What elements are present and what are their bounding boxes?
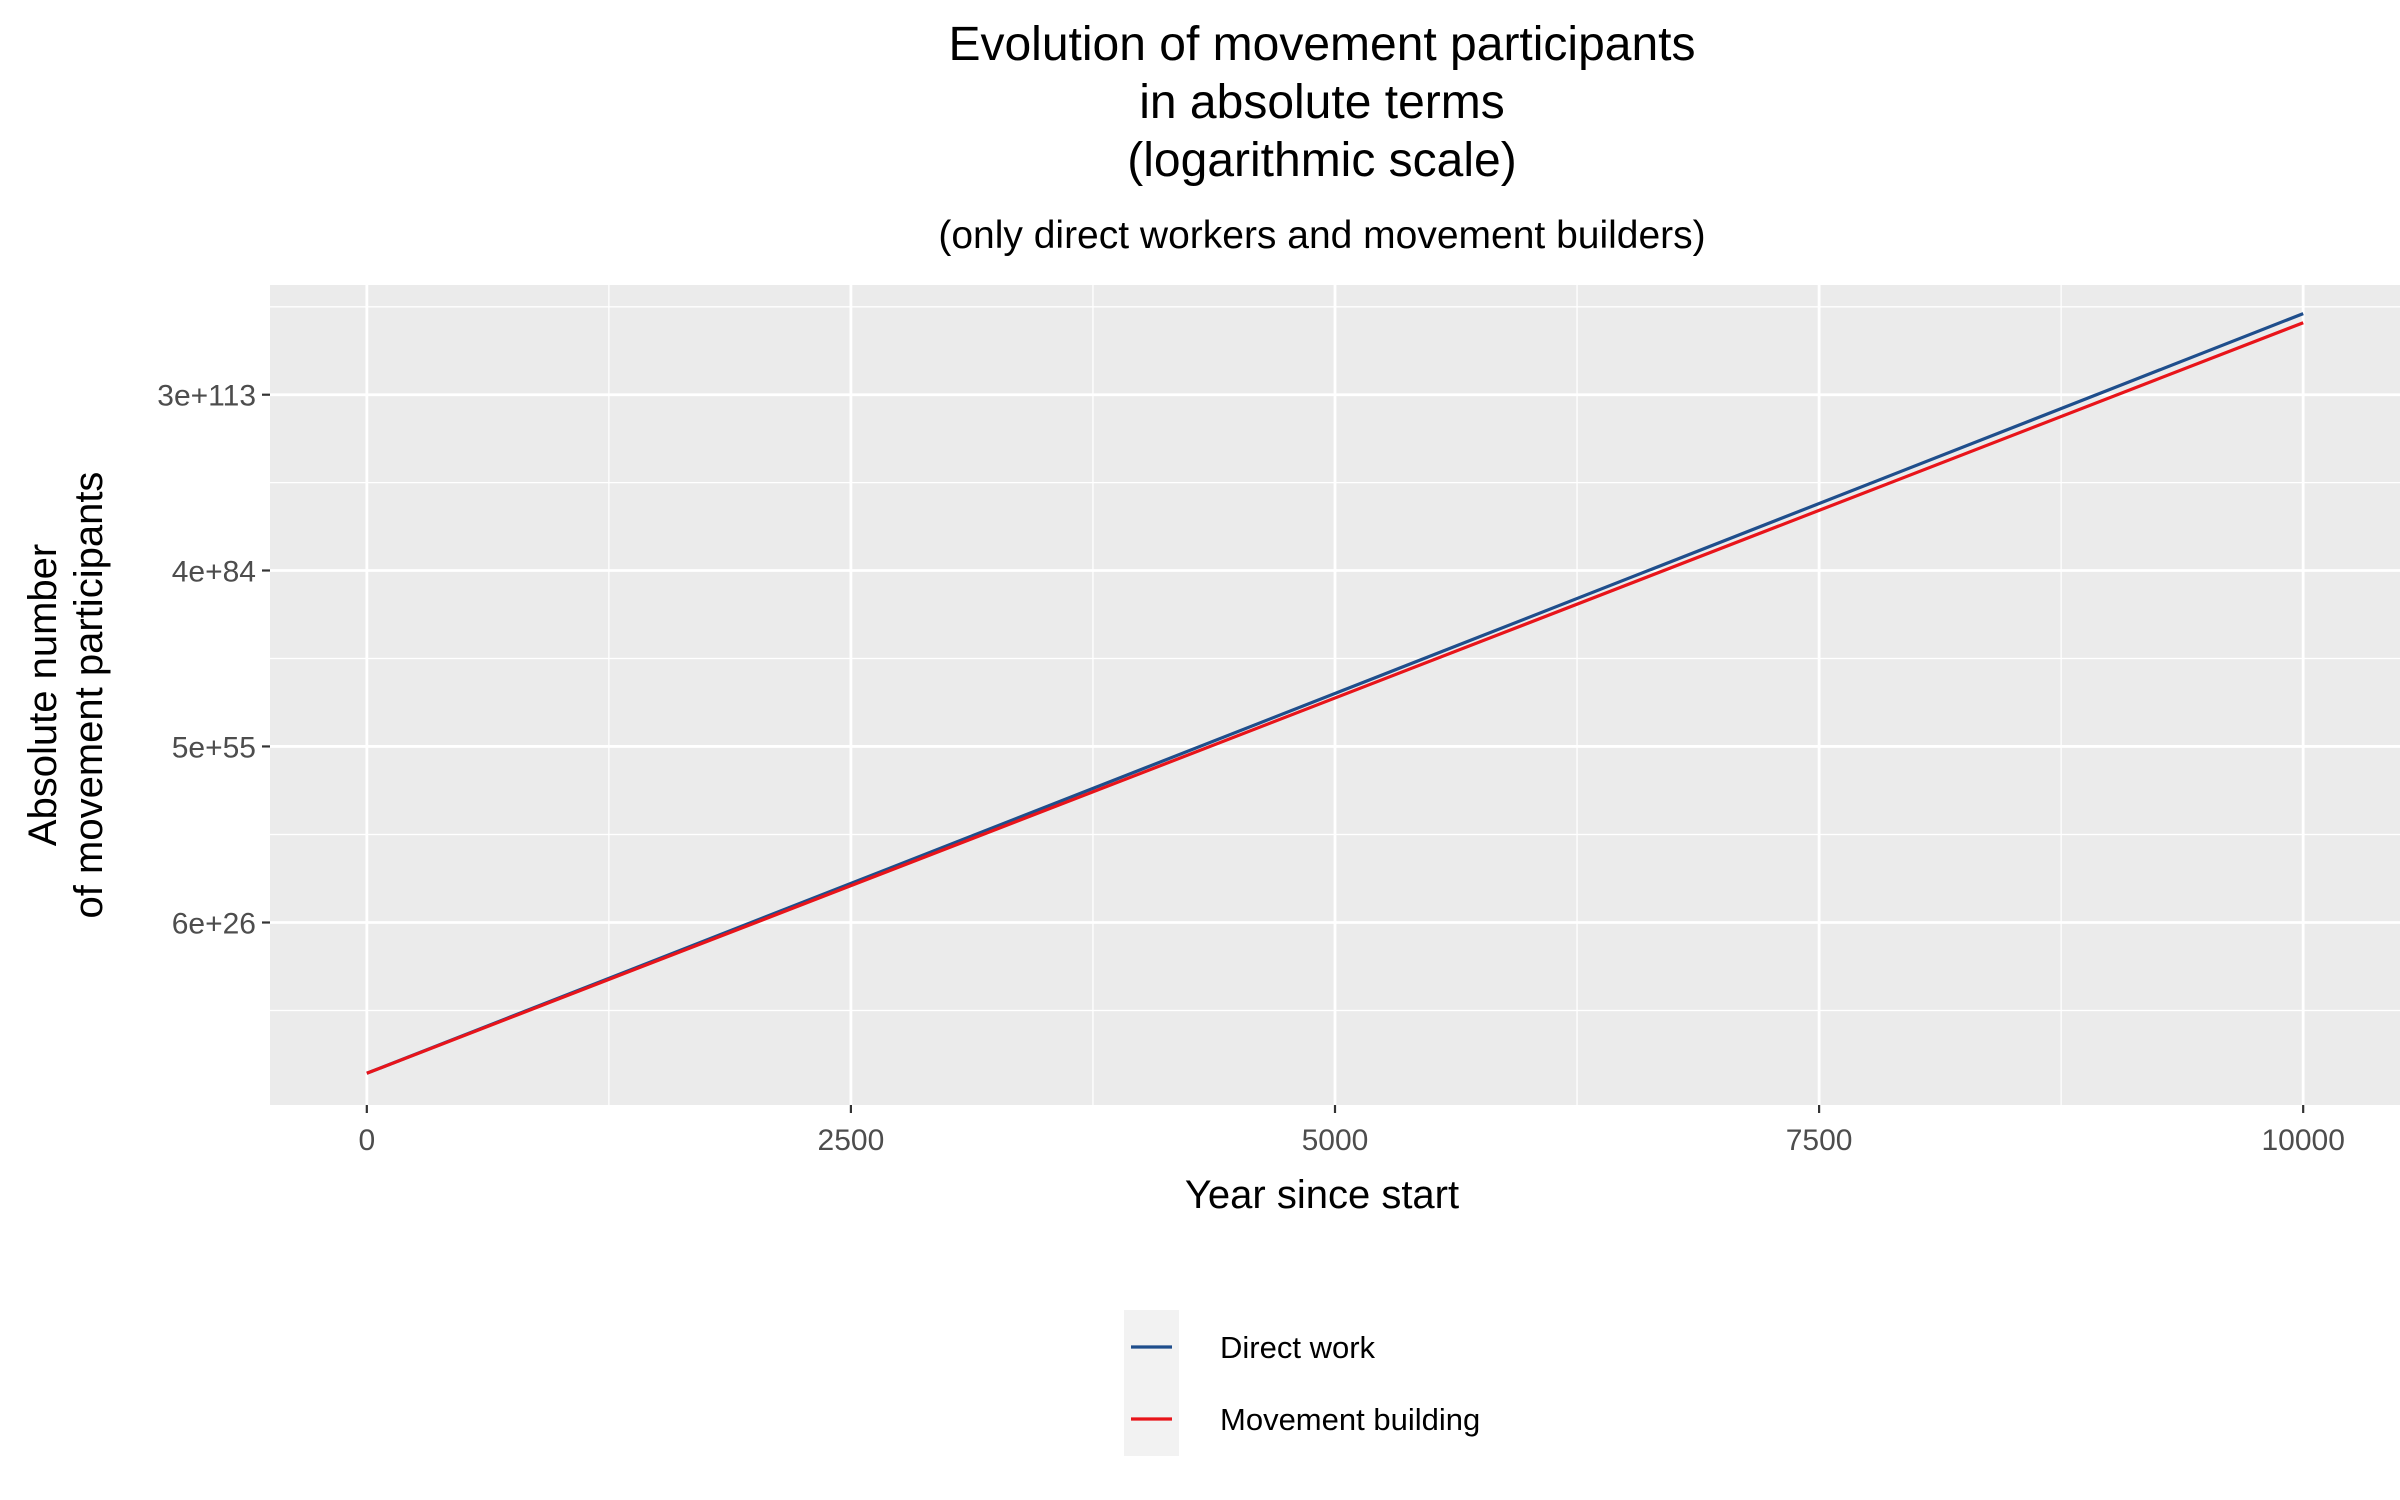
x-tick-label: 10000 <box>2261 1124 2344 1157</box>
series-lines <box>366 312 2304 1075</box>
x-tick-label: 7500 <box>1786 1124 1853 1157</box>
x-tick-label: 2500 <box>818 1124 885 1157</box>
x-axis-title: Year since start <box>1185 1173 1459 1217</box>
legend: Direct work Movement building <box>1131 1330 1480 1437</box>
legend-label-direct-work: Direct work <box>1220 1330 1376 1365</box>
y-tick-label: 4e+84 <box>172 555 256 588</box>
axis-tick-labels: 0 2500 5000 7500 10000 6e+26 5e+55 4e+84 3e+113 <box>157 380 2345 1157</box>
y-tick-label: 5e+55 <box>172 731 256 764</box>
x-tick-label: 5000 <box>1302 1124 1369 1157</box>
y-tick-label: 6e+26 <box>172 908 256 941</box>
chart-subtitle: (only direct workers and movement builde… <box>938 214 1705 257</box>
axis-ticks <box>262 393 2305 1113</box>
chart-title-line-1: Evolution of movement participants <box>948 18 1695 71</box>
chart-title-line-3: (logarithmic scale) <box>1127 134 1516 187</box>
y-axis-title-line-1: Absolute number <box>21 544 65 846</box>
major-gridlines <box>270 285 2400 1105</box>
chart-title-line-2: in absolute terms <box>1139 76 1505 129</box>
series-line-movement-building <box>366 321 2304 1075</box>
y-axis-title: Absolute number of movement participants <box>21 472 111 919</box>
y-tick-label: 3e+113 <box>157 380 256 413</box>
y-axis-title-line-2: of movement participants <box>67 472 111 919</box>
legend-key-background <box>1124 1310 1179 1456</box>
x-tick-label: 0 <box>358 1124 375 1157</box>
legend-label-movement-building: Movement building <box>1220 1402 1480 1437</box>
